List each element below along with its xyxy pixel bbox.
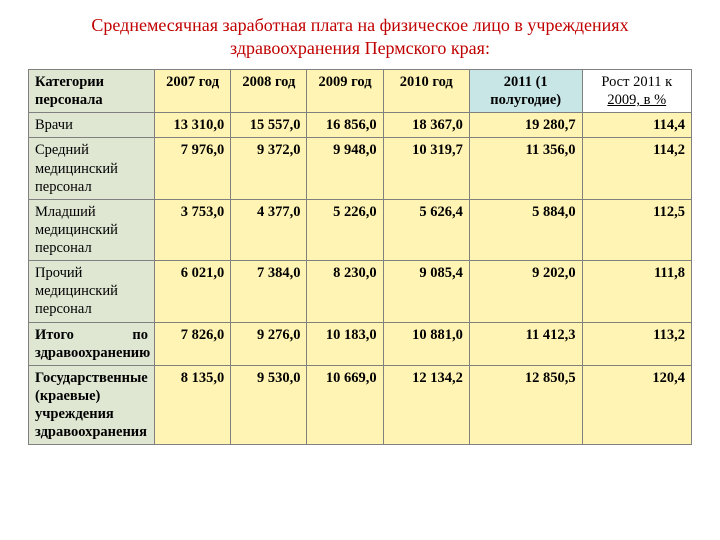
value-cell: 16 856,0	[307, 113, 383, 138]
table-row: Младший медицинский персонал3 753,04 377…	[29, 199, 692, 260]
table-row: Итогопоздравоохранению7 826,09 276,010 1…	[29, 322, 692, 365]
category-cell: Государственные (краевые) учреждения здр…	[29, 365, 155, 445]
value-cell: 120,4	[582, 365, 691, 445]
col-header-2007: 2007 год	[154, 70, 230, 113]
value-cell: 11 356,0	[469, 138, 582, 199]
value-cell: 19 280,7	[469, 113, 582, 138]
value-cell: 18 367,0	[383, 113, 469, 138]
value-cell: 112,5	[582, 199, 691, 260]
category-cell: Средний медицинский персонал	[29, 138, 155, 199]
value-cell: 7 826,0	[154, 322, 230, 365]
value-cell: 10 319,7	[383, 138, 469, 199]
value-cell: 7 384,0	[231, 261, 307, 322]
value-cell: 3 753,0	[154, 199, 230, 260]
table-row: Врачи13 310,015 557,016 856,018 367,019 …	[29, 113, 692, 138]
col-header-2010: 2010 год	[383, 70, 469, 113]
value-cell: 12 134,2	[383, 365, 469, 445]
value-cell: 113,2	[582, 322, 691, 365]
growth-header-bottom: 2009, в %	[607, 92, 666, 108]
value-cell: 12 850,5	[469, 365, 582, 445]
table-row: Средний медицинский персонал7 976,09 372…	[29, 138, 692, 199]
growth-header-top: Рост 2011 к	[601, 74, 672, 90]
value-cell: 9 948,0	[307, 138, 383, 199]
col-header-2008: 2008 год	[231, 70, 307, 113]
value-cell: 15 557,0	[231, 113, 307, 138]
value-cell: 114,4	[582, 113, 691, 138]
value-cell: 8 135,0	[154, 365, 230, 445]
category-cell: Прочий медицинский персонал	[29, 261, 155, 322]
value-cell: 10 881,0	[383, 322, 469, 365]
value-cell: 111,8	[582, 261, 691, 322]
value-cell: 9 372,0	[231, 138, 307, 199]
category-cell: Итогопоздравоохранению	[29, 322, 155, 365]
value-cell: 5 226,0	[307, 199, 383, 260]
value-cell: 11 412,3	[469, 322, 582, 365]
value-cell: 13 310,0	[154, 113, 230, 138]
table-header-row: Категории персонала 2007 год 2008 год 20…	[29, 70, 692, 113]
category-cell: Врачи	[29, 113, 155, 138]
value-cell: 7 976,0	[154, 138, 230, 199]
value-cell: 10 183,0	[307, 322, 383, 365]
value-cell: 9 530,0	[231, 365, 307, 445]
value-cell: 9 202,0	[469, 261, 582, 322]
category-cell: Младший медицинский персонал	[29, 199, 155, 260]
table-row: Прочий медицинский персонал6 021,07 384,…	[29, 261, 692, 322]
value-cell: 5 626,4	[383, 199, 469, 260]
value-cell: 114,2	[582, 138, 691, 199]
salary-table: Категории персонала 2007 год 2008 год 20…	[28, 69, 692, 445]
col-header-2009: 2009 год	[307, 70, 383, 113]
table-row: Государственные (краевые) учреждения здр…	[29, 365, 692, 445]
col-header-category: Категории персонала	[29, 70, 155, 113]
value-cell: 5 884,0	[469, 199, 582, 260]
value-cell: 4 377,0	[231, 199, 307, 260]
value-cell: 6 021,0	[154, 261, 230, 322]
value-cell: 10 669,0	[307, 365, 383, 445]
value-cell: 9 276,0	[231, 322, 307, 365]
col-header-2011h1: 2011 (1 полугодие)	[469, 70, 582, 113]
col-header-growth: Рост 2011 к 2009, в %	[582, 70, 691, 113]
value-cell: 8 230,0	[307, 261, 383, 322]
table-body: Врачи13 310,015 557,016 856,018 367,019 …	[29, 113, 692, 445]
page-title: Среднемесячная заработная плата на физич…	[28, 14, 692, 59]
value-cell: 9 085,4	[383, 261, 469, 322]
